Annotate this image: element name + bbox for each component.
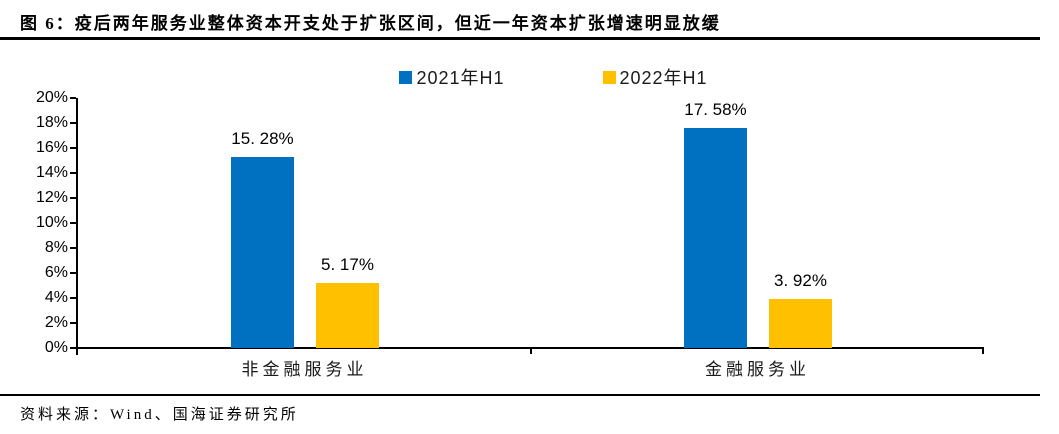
bar-series2-cat1 bbox=[316, 283, 379, 348]
y-axis-tick-label: 16% bbox=[35, 139, 68, 156]
y-axis-tick-label: 0% bbox=[44, 339, 68, 356]
bar-series1-cat1 bbox=[231, 157, 294, 348]
chart-legend: 2021年H1 2022年H1 bbox=[0, 64, 1059, 90]
figure-title: 图 6：疫后两年服务业整体资本开支处于扩张区间，但近一年资本扩张增速明显放缓 bbox=[20, 14, 721, 33]
title-divider bbox=[0, 37, 1040, 40]
y-axis-tick-label: 6% bbox=[44, 264, 68, 281]
legend-label: 2021年H1 bbox=[416, 68, 505, 88]
y-axis-tick bbox=[70, 322, 76, 324]
bar-series1-cat2 bbox=[684, 128, 747, 348]
bar-value-label: 3. 92% bbox=[774, 271, 827, 290]
bar-series2-cat2 bbox=[769, 299, 832, 348]
legend-item: 2022年H1 bbox=[602, 64, 708, 90]
y-axis-tick-label: 20% bbox=[35, 89, 68, 106]
bar-value-label: 17. 58% bbox=[684, 100, 747, 119]
y-axis-tick bbox=[70, 197, 76, 199]
y-axis-tick-label: 2% bbox=[44, 314, 68, 331]
y-axis-tick bbox=[70, 122, 76, 124]
bar-value-label: 15. 28% bbox=[231, 129, 294, 148]
bar-value-label: 5. 17% bbox=[321, 255, 374, 274]
legend-swatch-icon bbox=[399, 70, 413, 84]
source-divider bbox=[0, 394, 1040, 396]
y-axis-line bbox=[76, 98, 78, 355]
legend-swatch-icon bbox=[602, 70, 616, 84]
y-axis-tick bbox=[70, 272, 76, 274]
x-axis-end-tick bbox=[982, 347, 984, 354]
y-axis-tick bbox=[70, 347, 76, 349]
legend-item: 2021年H1 bbox=[399, 64, 504, 90]
y-axis-tick-label: 4% bbox=[44, 289, 68, 306]
y-axis-tick-label: 10% bbox=[35, 214, 68, 231]
x-axis-mid-tick bbox=[530, 347, 532, 354]
y-axis-tick-label: 12% bbox=[35, 189, 68, 206]
y-axis-tick bbox=[70, 172, 76, 174]
y-axis-tick bbox=[70, 97, 76, 99]
y-axis-tick bbox=[70, 222, 76, 224]
y-axis-tick-label: 8% bbox=[44, 239, 68, 256]
x-category-label: 非金融服务业 bbox=[241, 360, 368, 379]
y-axis-tick bbox=[70, 297, 76, 299]
y-axis-tick-label: 18% bbox=[35, 114, 68, 131]
source-note: 资料来源：Wind、国海证券研究所 bbox=[20, 407, 299, 423]
y-axis-tick-label: 14% bbox=[35, 164, 68, 181]
legend-label: 2022年H1 bbox=[619, 68, 708, 88]
x-category-label: 金融服务业 bbox=[705, 360, 810, 379]
y-axis-tick bbox=[70, 247, 76, 249]
y-axis-tick bbox=[70, 147, 76, 149]
